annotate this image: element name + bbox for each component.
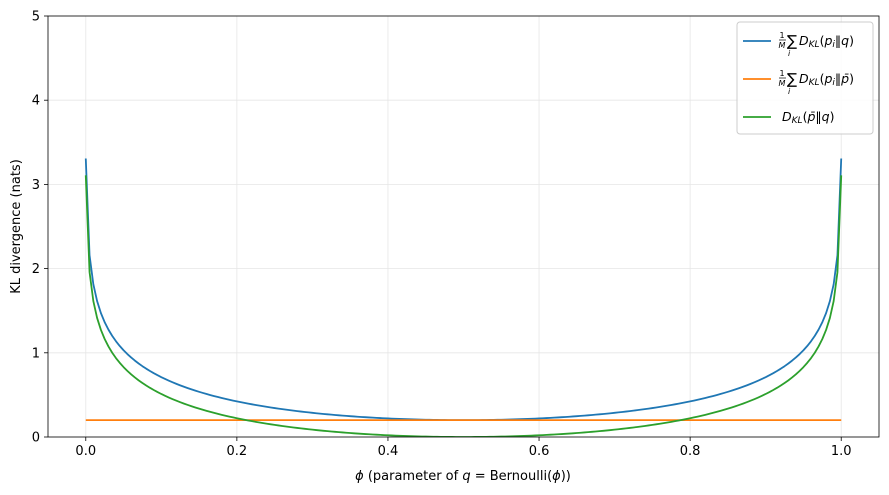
legend-entry-avg-kl-to-pbar: 1 M ∑ i DKL(pi‖p̄) xyxy=(743,69,854,96)
svg-text:1: 1 xyxy=(779,69,784,78)
series-lines xyxy=(84,158,843,437)
x-tick-label: 0.8 xyxy=(680,444,701,459)
svg-text:DKL(pi‖q): DKL(pi‖q) xyxy=(799,33,854,50)
legend-box xyxy=(736,21,874,135)
x-tick-label: 1.0 xyxy=(831,444,852,459)
y-axis-label: KL divergence (nats) xyxy=(9,159,24,294)
svg-text:DKL(pi‖p̄): DKL(pi‖p̄) xyxy=(799,71,854,88)
series-line-2 xyxy=(84,175,843,437)
y-tick-label: 5 xyxy=(32,10,40,25)
axis-ticks: 0.0 0.2 0.4 0.6 0.8 1.0 0 1 2 3 4 5 xyxy=(32,10,852,460)
legend: 1 M ∑ i DKL(pi‖q) 1 M ∑ i DKL(pi‖p̄) D xyxy=(736,21,874,135)
y-tick-label: 2 xyxy=(32,262,40,277)
legend-label-avg-kl-to-q: 1 M ∑ i DKL(pi‖q) xyxy=(779,31,854,58)
svg-text:M: M xyxy=(779,41,786,50)
svg-text:1: 1 xyxy=(779,31,784,40)
x-axis-label: ϕ (parameter of q = Bernoulli(ϕ)) xyxy=(355,469,571,484)
svg-text:DKL(p̄‖q): DKL(p̄‖q) xyxy=(782,109,834,126)
legend-entry-kl-pbar-to-q: DKL(p̄‖q) xyxy=(743,109,834,126)
y-tick-label: 4 xyxy=(32,94,40,109)
legend-entry-avg-kl-to-q: 1 M ∑ i DKL(pi‖q) xyxy=(743,31,854,58)
y-tick-label: 3 xyxy=(32,178,40,193)
legend-label-avg-kl-to-pbar: 1 M ∑ i DKL(pi‖p̄) xyxy=(779,69,854,96)
legend-label-kl-pbar-to-q: DKL(p̄‖q) xyxy=(782,109,834,126)
plot-frame xyxy=(47,15,880,438)
svg-text:∑: ∑ xyxy=(787,32,797,50)
x-tick-label: 0.6 xyxy=(529,444,550,459)
svg-text:M: M xyxy=(779,79,786,88)
x-tick-label: 0.2 xyxy=(227,444,248,459)
y-tick-label: 1 xyxy=(32,346,40,361)
svg-text:i: i xyxy=(788,87,791,96)
x-tick-label: 0.0 xyxy=(75,444,96,459)
svg-text:i: i xyxy=(788,49,791,58)
svg-text:∑: ∑ xyxy=(787,70,797,88)
series-line-0 xyxy=(84,158,843,422)
y-tick-label: 0 xyxy=(32,431,40,446)
x-tick-label: 0.4 xyxy=(378,444,399,459)
